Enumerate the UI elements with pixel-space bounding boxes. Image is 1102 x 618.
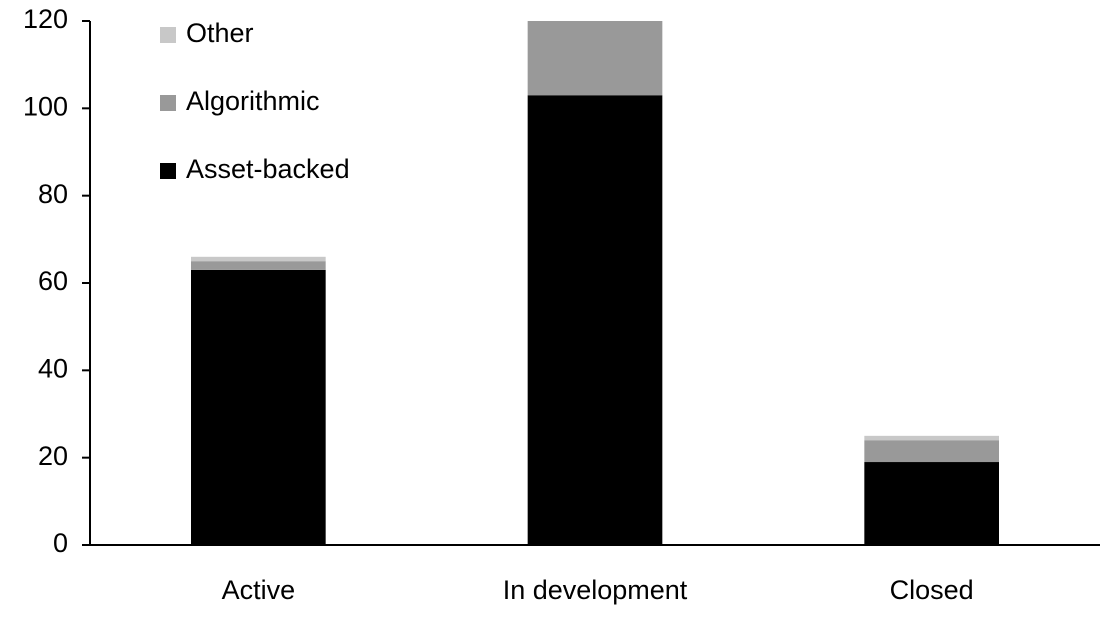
bar-segment xyxy=(864,435,999,441)
x-tick-label: Closed xyxy=(890,575,974,605)
legend-swatch xyxy=(160,163,176,179)
bar-segment xyxy=(864,440,999,463)
bar-segment xyxy=(191,269,326,545)
y-tick-label: 120 xyxy=(23,4,68,34)
bar-segment xyxy=(527,21,663,96)
legend-swatch xyxy=(160,27,176,43)
y-tick-label: 80 xyxy=(38,179,68,209)
legend-label: Algorithmic xyxy=(186,86,320,116)
legend-swatch xyxy=(160,95,176,111)
y-tick-label: 40 xyxy=(38,353,68,383)
bar-segment xyxy=(191,261,326,270)
legend-label: Other xyxy=(186,18,254,48)
y-tick-label: 20 xyxy=(38,441,68,471)
bar-segment xyxy=(864,462,999,545)
x-tick-label: Active xyxy=(222,575,296,605)
x-tick-label: In development xyxy=(503,575,688,605)
bar-segment xyxy=(527,95,663,545)
legend-label: Asset-backed xyxy=(186,154,350,184)
y-tick-label: 100 xyxy=(23,91,68,121)
y-tick-label: 60 xyxy=(38,266,68,296)
y-tick-label: 0 xyxy=(53,528,68,558)
bar-segment xyxy=(191,256,326,262)
